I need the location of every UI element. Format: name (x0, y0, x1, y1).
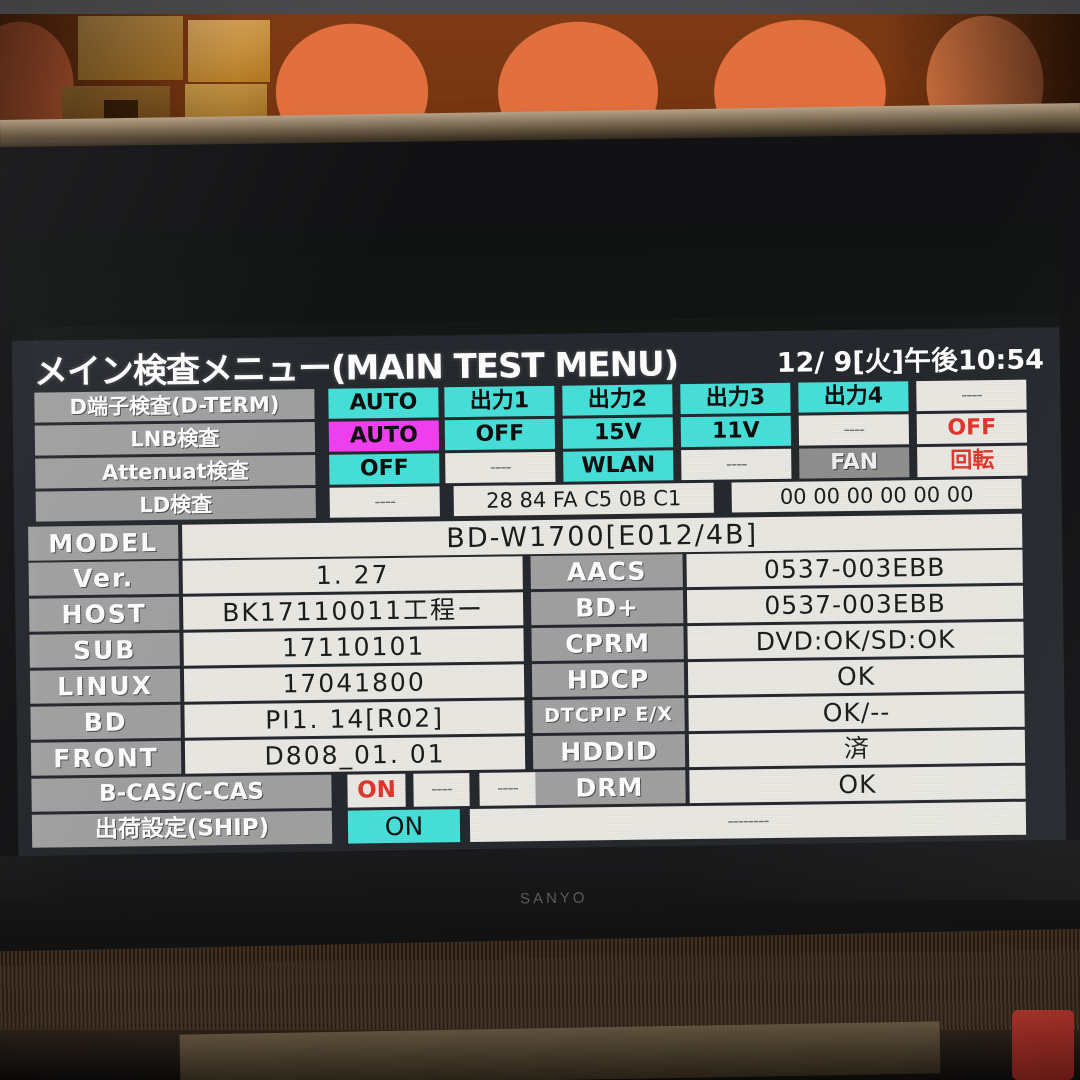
test-row-label[interactable]: LNB検査 (34, 421, 316, 456)
test-cell-r2-c4[interactable]: FAN (799, 447, 910, 479)
ship-state[interactable]: ON (347, 809, 461, 844)
info-right-label-0[interactable]: AACS (530, 554, 683, 590)
test-cell-r0-c3[interactable]: 出力3 (680, 382, 791, 415)
info-left-value-2[interactable]: 17110101 (183, 628, 524, 666)
television-body: ※1 Aフルル本位をめぐフイドモンドアソノロジーにおり 各第二者定業 Sarin… (0, 132, 1080, 977)
clock-display: 12/ 9[火]午後10:54 (776, 344, 1045, 379)
info-right-value-1[interactable]: 0537-003EBB (686, 585, 1024, 624)
info-left-value-1[interactable]: BK17110011工程ー (182, 592, 524, 630)
info-right-label-6[interactable]: DRM (533, 770, 686, 806)
test-cell-r1-c3[interactable]: 11V (680, 415, 792, 448)
info-left-label-4[interactable]: BD (30, 704, 181, 740)
info-right-value-4[interactable]: OK/-- (688, 693, 1025, 732)
test-cell-r1-c4[interactable]: ---- (798, 414, 910, 446)
test-cell-r0-c2[interactable]: 出力2 (562, 384, 673, 416)
info-left-value-3[interactable]: 17041800 (183, 664, 525, 702)
test-cell-r0-c0[interactable]: AUTO (328, 387, 439, 419)
test-cell-r1-c0[interactable]: AUTO (328, 420, 440, 452)
info-right-value-2[interactable]: DVD:OK/SD:OK (687, 621, 1024, 660)
test-row-label[interactable]: D端子検査(D-TERM) (34, 388, 315, 423)
test-cell-r2-c3[interactable]: ---- (681, 448, 792, 481)
test-cell-r0-c1[interactable]: 出力1 (444, 385, 555, 418)
info-right-label-2[interactable]: CPRM (531, 626, 684, 662)
test-cell-r0-c4[interactable]: 出力4 (798, 381, 909, 413)
info-left-label-0[interactable]: Ver. (28, 560, 179, 596)
info-left-label-5[interactable]: FRONT (30, 740, 182, 776)
info-right-label-5[interactable]: HDDID (532, 734, 686, 770)
info-left-value-5[interactable]: D808_01. 01 (184, 736, 526, 774)
test-cell-r2-c5[interactable]: 回転 (917, 445, 1028, 478)
model-label[interactable]: MODEL (28, 524, 179, 561)
ld-mac-left[interactable]: 28 84 FA C5 0B C1 (453, 482, 714, 517)
red-object (1012, 1010, 1074, 1080)
test-row-label[interactable]: Attenuat検査 (35, 454, 316, 489)
tv-brand-logo: SANYO (519, 889, 588, 908)
info-right-value-6[interactable]: OK (689, 765, 1026, 804)
info-right-label-3[interactable]: HDCP (531, 662, 685, 698)
ld-blank[interactable]: ---- (329, 486, 440, 518)
test-cell-r2-c1[interactable]: ---- (445, 451, 556, 484)
ld-row-label[interactable]: LD検査 (35, 487, 316, 522)
bcas-state[interactable]: ON (347, 773, 406, 808)
info-left-label-2[interactable]: SUB (29, 632, 180, 668)
test-cell-r1-c1[interactable]: OFF (444, 418, 556, 451)
bcas-label[interactable]: B-CAS/C-CAS (31, 774, 332, 812)
info-left-value-0[interactable]: 1. 27 (182, 556, 523, 594)
ld-mac-right[interactable]: 00 00 00 00 00 00 (731, 478, 1022, 513)
test-cell-r0-c5[interactable]: ---- (916, 379, 1027, 412)
info-right-label-4[interactable]: DTCPIP E/X (532, 698, 685, 734)
bcas-slot2[interactable]: ---- (413, 772, 470, 807)
test-cell-r1-c5[interactable]: OFF (916, 412, 1028, 445)
info-left-value-4[interactable]: PI1. 14[R02] (184, 700, 525, 738)
ship-label[interactable]: 出荷設定(SHIP) (31, 810, 333, 848)
info-right-value-3[interactable]: OK (687, 657, 1025, 696)
info-right-label-1[interactable]: BD+ (530, 590, 684, 626)
info-right-value-0[interactable]: 0537-003EBB (686, 549, 1023, 588)
photo-top-border (0, 0, 1080, 16)
info-left-label-3[interactable]: LINUX (29, 668, 181, 704)
bcas-slot3[interactable]: ---- (479, 772, 536, 806)
info-left-label-1[interactable]: HOST (28, 596, 180, 632)
info-right-value-5[interactable]: 済 (688, 729, 1026, 768)
test-cell-r2-c2[interactable]: WLAN (563, 450, 674, 482)
test-cell-r2-c0[interactable]: OFF (329, 453, 440, 485)
test-cell-r1-c2[interactable]: 15V (562, 417, 674, 449)
